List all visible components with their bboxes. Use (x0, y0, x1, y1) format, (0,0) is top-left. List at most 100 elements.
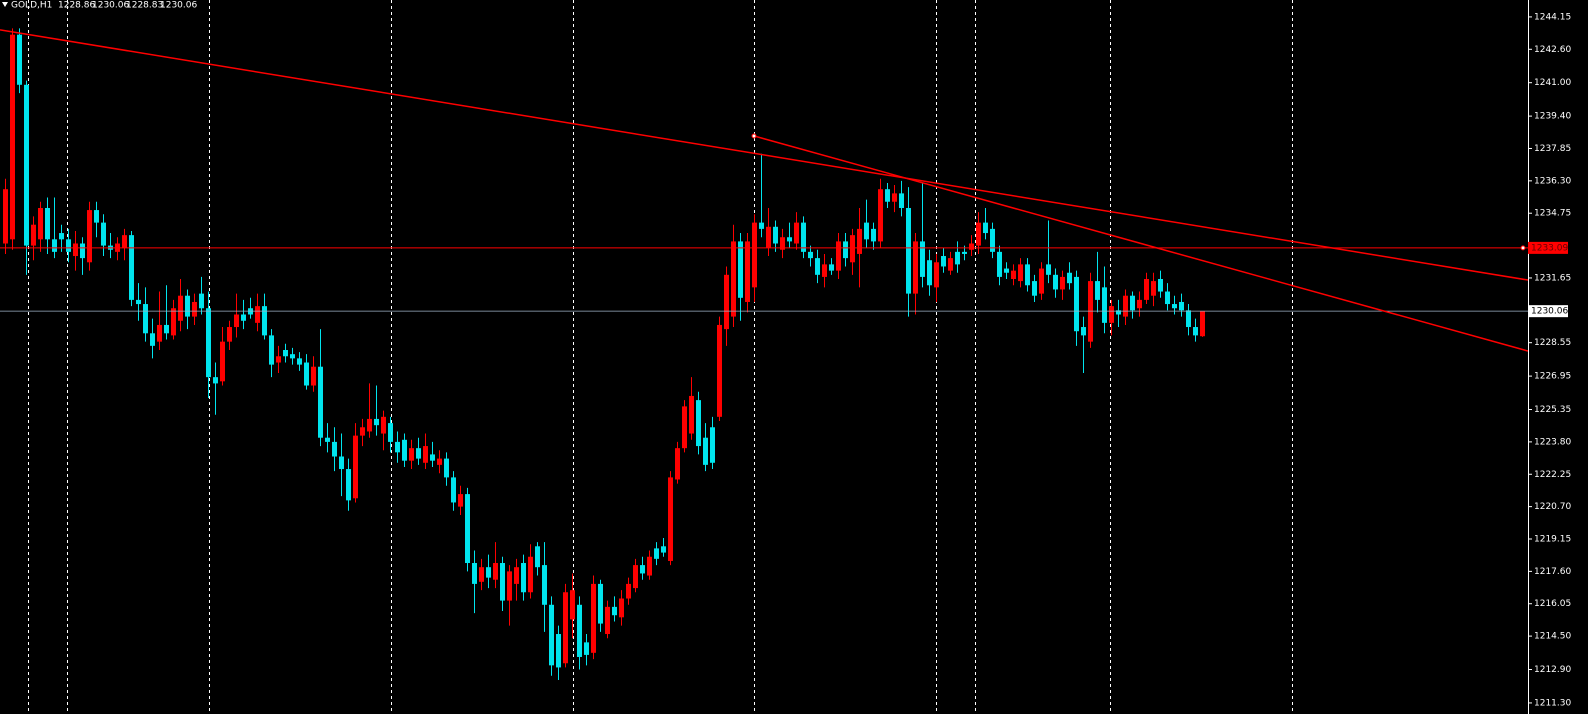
candle-body (822, 264, 827, 277)
hline-label: 1233.09 (1531, 243, 1568, 253)
y-tick-label: 1223.80 (1534, 437, 1571, 447)
candle-body (1109, 306, 1114, 323)
candle-body (430, 454, 435, 461)
candle-body (185, 295, 190, 317)
candle-body (486, 567, 491, 578)
candle-body (241, 314, 246, 321)
candle-body (402, 439, 407, 461)
candle-body (829, 264, 834, 271)
y-tick-label: 1211.30 (1534, 698, 1571, 708)
candle-body (878, 189, 883, 242)
candle-body (1200, 311, 1205, 337)
candle-body (703, 437, 708, 465)
candle-body (171, 308, 176, 336)
candle-body (423, 446, 428, 463)
candle-body (654, 548, 659, 559)
candle-body (136, 299, 141, 305)
candle-body (80, 243, 85, 259)
candle-body (157, 324, 162, 342)
candle-body (10, 34, 15, 240)
price-axis-labels: 1244.15 1242.60 1241.00 1239.40 1237.85 1236.… (1528, 12, 1571, 708)
y-tick-label: 1244.15 (1534, 12, 1571, 22)
y-tick-label: 1222.25 (1534, 470, 1571, 480)
candle-body (332, 441, 337, 457)
candle-body (556, 634, 561, 668)
candle-body (94, 210, 99, 223)
candle-body (206, 308, 211, 378)
candle-body (969, 243, 974, 250)
candle-body (962, 251, 967, 254)
candle-body (465, 494, 470, 564)
candle-body (542, 565, 547, 605)
candle-body (339, 456, 344, 470)
header: GOLD,H1 1228.86 1230.06 1228.83 1230.06 (2, 1, 197, 11)
candle-body (150, 333, 155, 346)
candle-body (647, 556, 652, 576)
y-tick-label: 1219.15 (1534, 534, 1571, 544)
candle-body (472, 563, 477, 584)
y-tick-label: 1216.05 (1534, 599, 1571, 609)
candle-body (451, 477, 456, 503)
candle-body (507, 571, 512, 601)
candle-body (409, 448, 414, 461)
candle-body (836, 241, 841, 271)
y-tick-label: 1212.90 (1534, 665, 1571, 675)
candle-body (346, 469, 351, 501)
candle-body (493, 563, 498, 580)
candle-body (626, 583, 631, 599)
candle-body (164, 324, 169, 334)
candle-body (598, 583, 603, 624)
candle-body (444, 458, 449, 478)
candle-body (885, 189, 890, 202)
candle-body (297, 358, 302, 365)
candle-body (584, 642, 589, 655)
y-tick-label: 1228.55 (1534, 338, 1571, 348)
candle-body (234, 314, 239, 328)
candle-body (612, 606, 617, 616)
y-tick-label: 1241.00 (1534, 78, 1571, 88)
candle-body (675, 448, 680, 480)
candle-body (983, 222, 988, 234)
candle-body (1193, 327, 1198, 336)
candle-body (1186, 310, 1191, 328)
candle-body (724, 274, 729, 330)
candle-body (3, 189, 8, 244)
candle-body (1151, 281, 1156, 296)
candle-body (269, 335, 274, 365)
candle-body (381, 416, 386, 434)
candle-body (500, 563, 505, 601)
candle-body (122, 235, 127, 248)
candle-body (913, 241, 918, 294)
y-tick-label: 1220.70 (1534, 502, 1571, 512)
y-tick-label: 1234.75 (1534, 209, 1571, 219)
candle-body (759, 222, 764, 229)
candle-body (549, 604, 554, 666)
candle-body (521, 563, 526, 593)
menu-triangle[interactable] (2, 2, 8, 7)
candle-body (906, 207, 911, 294)
line-anchor (1520, 245, 1526, 251)
candle-body (1018, 264, 1023, 282)
candle-body (1046, 264, 1051, 275)
candle-body (1144, 279, 1149, 300)
candle-body (311, 366, 316, 386)
candle-body (101, 222, 106, 246)
candle-body (262, 306, 267, 336)
candle-body (717, 324, 722, 417)
candle-body (66, 239, 71, 252)
candle-body (752, 222, 757, 288)
candle-body (871, 228, 876, 242)
candle-body (38, 207, 43, 240)
candle-body (416, 448, 421, 459)
candle-body (731, 241, 736, 317)
candle-body (661, 546, 666, 553)
candle-body (1130, 295, 1135, 311)
price-label: 1230.06 (1531, 307, 1568, 317)
candle-body (1102, 287, 1107, 323)
candle-body (640, 565, 645, 574)
y-tick-label: 1217.60 (1534, 567, 1571, 577)
candle-body (129, 235, 134, 300)
candle-body (318, 366, 323, 438)
